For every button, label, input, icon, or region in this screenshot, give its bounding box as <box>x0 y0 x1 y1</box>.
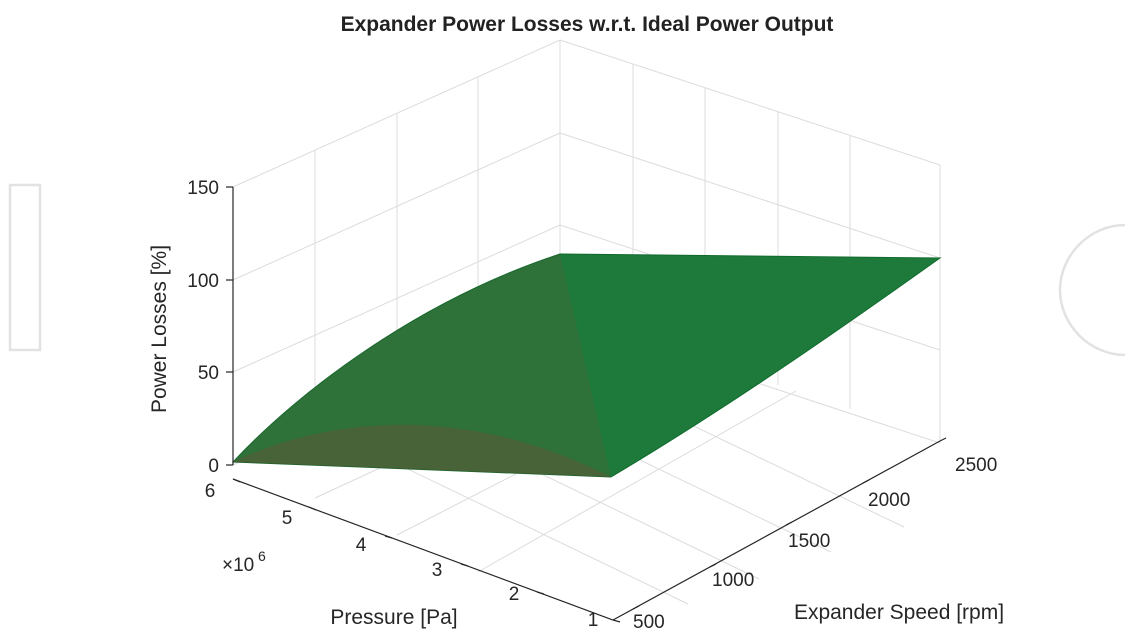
grid-line <box>559 132 941 259</box>
y-exponent-power: 6 <box>258 548 266 564</box>
z-tick-label: 150 <box>187 178 219 199</box>
x-tick-label: 500 <box>633 612 665 630</box>
surface <box>231 253 942 478</box>
y-exponent-base: ×10 <box>222 555 254 576</box>
y-tick-label: 6 <box>205 481 216 502</box>
y-exponent-label: ×10 6 <box>222 548 266 576</box>
z-tick-label: 100 <box>187 271 219 292</box>
y-axis-line <box>232 478 614 621</box>
x-tick-label: 1000 <box>712 570 754 591</box>
watermark <box>8 183 1126 357</box>
grid-line <box>477 390 797 573</box>
x-tick-label: 1500 <box>788 531 830 552</box>
x-axis-line <box>612 440 941 621</box>
z-tick-label: 0 <box>208 456 219 477</box>
surface-shading <box>233 254 611 477</box>
chart-title: Expander Power Losses w.r.t. Ideal Power… <box>341 13 834 36</box>
y-tick-label: 2 <box>509 584 520 605</box>
y-tick-label: 4 <box>356 535 367 556</box>
y-tick-label: 3 <box>432 560 443 581</box>
x-tick-label: 2000 <box>868 490 910 511</box>
y-tick-label: 5 <box>282 508 293 529</box>
z-tick-label: 50 <box>198 363 219 384</box>
surface-mesh <box>231 253 942 478</box>
axes: 150 100 50 0 6 5 4 3 2 1 500 1000 1500 2… <box>187 178 997 630</box>
grid-line <box>232 39 561 188</box>
y-axis-title: Pressure [Pa] <box>330 606 457 629</box>
y-tick-label: 1 <box>588 610 599 630</box>
x-tick-label: 2500 <box>955 455 997 476</box>
surface-shading <box>233 424 611 477</box>
z-axis-title: Power Losses [%] <box>148 245 171 413</box>
grid-line <box>559 39 941 166</box>
x-axis-title: Expander Speed [rpm] <box>794 601 1004 624</box>
